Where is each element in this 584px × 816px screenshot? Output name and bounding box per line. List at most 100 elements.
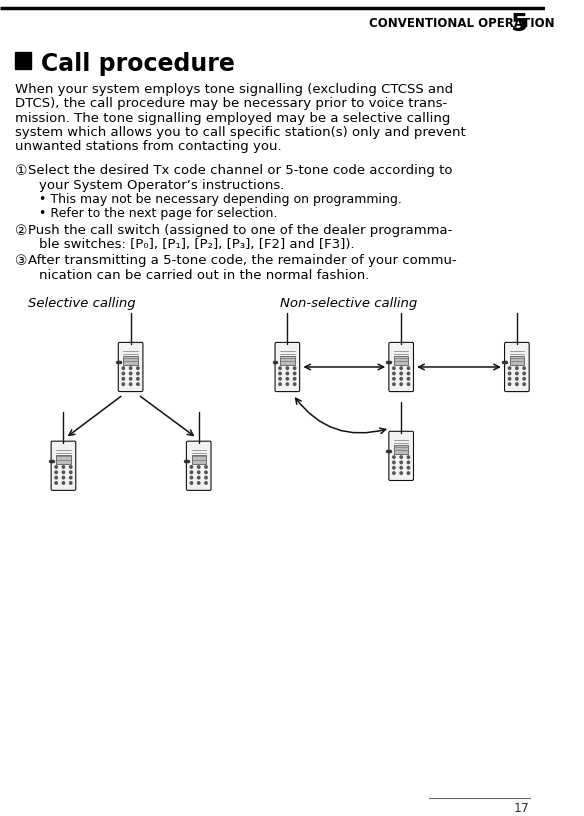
Bar [394,445,408,454]
Circle shape [392,456,395,459]
Circle shape [69,466,72,468]
Circle shape [122,367,124,370]
Circle shape [55,477,57,479]
Bar [56,455,71,463]
FancyBboxPatch shape [389,432,413,481]
Circle shape [137,372,139,375]
Circle shape [509,372,511,375]
Text: When your system employs tone signalling (excluding CTCSS and: When your system employs tone signalling… [15,83,453,96]
Circle shape [392,367,395,370]
Circle shape [407,372,409,375]
Text: • This may not be necessary depending on programming.: • This may not be necessary depending on… [39,193,402,206]
Circle shape [516,378,518,380]
Circle shape [55,471,57,473]
Text: ③: ③ [15,255,27,268]
Text: ②: ② [15,224,27,237]
Bar [15,52,31,69]
Circle shape [293,367,296,370]
Circle shape [407,378,409,380]
Text: unwanted stations from contacting you.: unwanted stations from contacting you. [15,140,281,153]
Circle shape [516,383,518,385]
Circle shape [130,367,132,370]
Circle shape [130,372,132,375]
Bar [192,455,206,463]
Circle shape [130,378,132,380]
Circle shape [62,471,65,473]
Circle shape [516,367,518,370]
Circle shape [407,467,409,469]
Circle shape [205,481,207,484]
Circle shape [400,383,402,385]
Text: Non-selective calling: Non-selective calling [280,297,417,310]
Circle shape [392,461,395,463]
Circle shape [69,471,72,473]
Circle shape [197,466,200,468]
Text: nication can be carried out in the normal fashion.: nication can be carried out in the norma… [39,268,370,282]
Circle shape [55,466,57,468]
Circle shape [69,481,72,484]
Circle shape [400,372,402,375]
Circle shape [122,378,124,380]
Circle shape [392,472,395,474]
FancyBboxPatch shape [275,343,300,392]
Circle shape [407,472,409,474]
Text: Selective calling: Selective calling [28,297,135,310]
Circle shape [69,477,72,479]
FancyBboxPatch shape [51,441,76,490]
Circle shape [190,471,193,473]
Text: system which allows you to call specific station(s) only and prevent: system which allows you to call specific… [15,126,465,139]
Circle shape [293,383,296,385]
Circle shape [190,466,193,468]
Circle shape [392,372,395,375]
Text: Select the desired Tx code channel or 5-tone code according to: Select the desired Tx code channel or 5-… [28,165,453,177]
Circle shape [286,378,288,380]
Circle shape [205,466,207,468]
Text: Call procedure: Call procedure [41,52,235,77]
Circle shape [122,372,124,375]
Circle shape [509,383,511,385]
Bar [280,356,294,365]
Circle shape [62,481,65,484]
Circle shape [407,367,409,370]
Text: 5: 5 [510,11,527,36]
Circle shape [516,372,518,375]
FancyBboxPatch shape [186,441,211,490]
Bar [510,356,524,365]
Circle shape [392,467,395,469]
Circle shape [190,477,193,479]
Circle shape [62,466,65,468]
Text: After transmitting a 5-tone code, the remainder of your commu-: After transmitting a 5-tone code, the re… [28,255,457,268]
Circle shape [122,383,124,385]
Text: DTCS), the call procedure may be necessary prior to voice trans-: DTCS), the call procedure may be necessa… [15,97,447,110]
Circle shape [279,378,281,380]
Circle shape [137,367,139,370]
Circle shape [190,481,193,484]
Circle shape [400,378,402,380]
Text: • Refer to the next page for selection.: • Refer to the next page for selection. [39,207,277,220]
Text: Push the call switch (assigned to one of the dealer programma-: Push the call switch (assigned to one of… [28,224,453,237]
Circle shape [509,367,511,370]
Circle shape [55,481,57,484]
Text: mission. The tone signalling employed may be a selective calling: mission. The tone signalling employed ma… [15,112,450,125]
FancyBboxPatch shape [119,343,143,392]
Text: ①: ① [15,165,27,179]
Circle shape [392,378,395,380]
Circle shape [400,472,402,474]
Circle shape [400,461,402,463]
Circle shape [392,383,395,385]
Circle shape [137,383,139,385]
Text: 17: 17 [514,802,530,815]
Circle shape [407,461,409,463]
Circle shape [279,372,281,375]
Text: your System Operator’s instructions.: your System Operator’s instructions. [39,179,284,192]
Circle shape [137,378,139,380]
Circle shape [197,471,200,473]
Circle shape [279,367,281,370]
Circle shape [62,477,65,479]
Circle shape [205,471,207,473]
Circle shape [509,378,511,380]
Circle shape [286,372,288,375]
FancyBboxPatch shape [389,343,413,392]
Text: CONVENTIONAL OPERATION: CONVENTIONAL OPERATION [369,17,554,30]
Circle shape [197,481,200,484]
